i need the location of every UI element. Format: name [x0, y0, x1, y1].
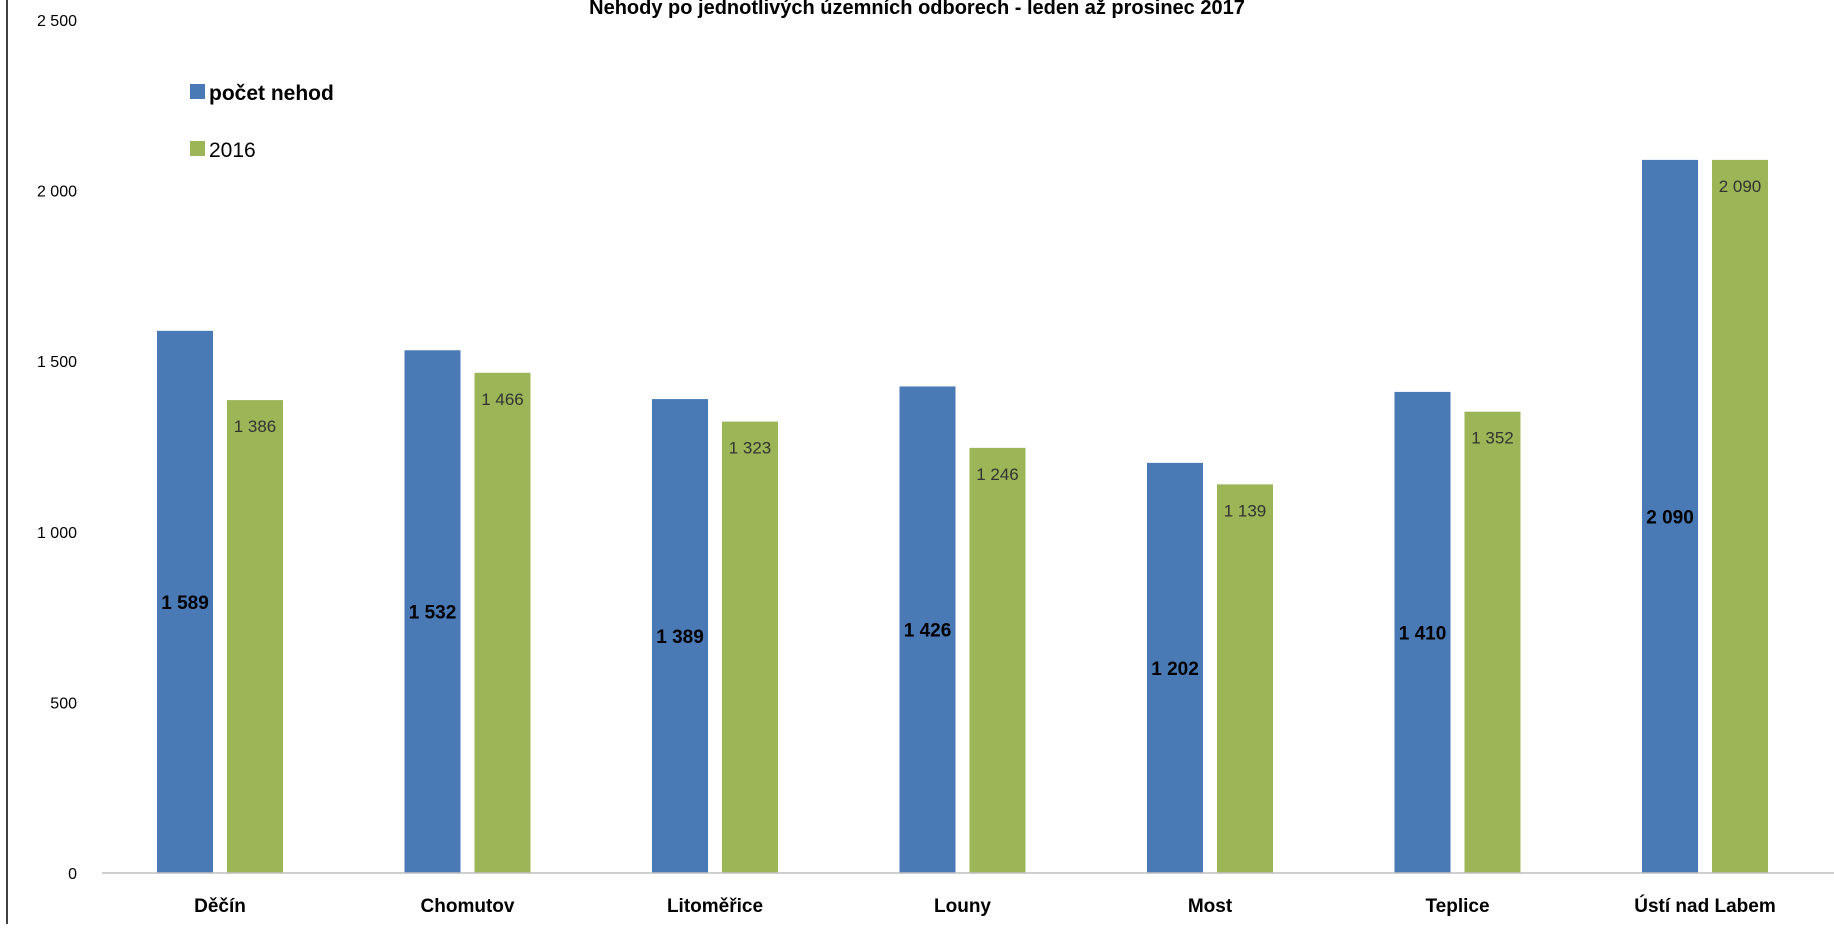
bars-group — [157, 159, 1768, 874]
bar-2016 — [1217, 484, 1273, 873]
bar-2016 — [722, 421, 778, 873]
data-label-2016: 2 090 — [1719, 177, 1762, 196]
data-label-2016: 1 352 — [1471, 429, 1514, 448]
legend-swatch-2016 — [190, 141, 205, 156]
y-tick-label: 2 500 — [37, 13, 77, 30]
chart-title: Nehody po jednotlivých územních odborech… — [589, 0, 1245, 19]
bar-pocet-nehod — [1147, 462, 1203, 873]
data-label-pocet-nehod: 1 202 — [1151, 659, 1199, 680]
data-label-2016: 1 386 — [234, 417, 277, 436]
legend-label-2016: 2016 — [209, 139, 256, 162]
bar-2016 — [1712, 159, 1768, 874]
bar-2016 — [227, 400, 283, 873]
data-label-2016: 1 139 — [1224, 501, 1267, 520]
data-label-2016: 1 323 — [729, 439, 772, 458]
legend: počet nehod 2016 — [190, 82, 334, 162]
bar-pocet-nehod — [157, 330, 213, 873]
y-tick-label: 0 — [68, 866, 77, 883]
category-label: Litoměřice — [667, 896, 763, 917]
data-label-2016: 1 246 — [976, 465, 1019, 484]
bar-pocet-nehod — [899, 386, 956, 873]
category-labels-group: Děčín Chomutov Litoměřice Louny Most Teplice Ú… — [194, 895, 1776, 917]
data-label-2016: 1 466 — [481, 390, 524, 409]
y-tick-label: 500 — [50, 695, 77, 712]
y-tick-label: 1 000 — [37, 525, 77, 542]
data-label-pocet-nehod: 1 589 — [161, 593, 209, 614]
bar-pocet-nehod — [652, 399, 708, 873]
category-label: Děčín — [194, 896, 246, 917]
category-label: Louny — [934, 896, 991, 917]
category-label: Most — [1188, 896, 1233, 917]
bar-pocet-nehod — [1394, 391, 1451, 873]
category-label: Teplice — [1425, 896, 1489, 917]
data-label-pocet-nehod: 1 426 — [904, 621, 952, 642]
data-label-pocet-nehod: 1 532 — [409, 603, 457, 624]
bar-pocet-nehod — [404, 350, 461, 873]
y-tick-label: 2 000 — [37, 184, 77, 201]
legend-label-pocet-nehod: počet nehod — [209, 82, 334, 105]
bar-2016 — [969, 447, 1026, 873]
category-label: Ústí nad Labem — [1634, 895, 1775, 917]
category-label: Chomutov — [421, 896, 515, 917]
data-labels-group: 1 589 1 386 1 532 1 466 1 389 1 323 1 426 1 246… — [161, 177, 1761, 680]
bar-2016 — [1464, 411, 1521, 873]
legend-swatch-pocet-nehod — [190, 84, 205, 99]
bar-2016 — [474, 372, 531, 873]
y-tick-label: 1 500 — [37, 354, 77, 371]
data-label-pocet-nehod: 1 410 — [1399, 623, 1447, 644]
data-label-pocet-nehod: 2 090 — [1646, 507, 1694, 528]
bar-pocet-nehod — [1642, 159, 1698, 874]
y-axis-ticks: 0 500 1 000 1 500 2 000 2 500 — [37, 13, 77, 883]
data-label-pocet-nehod: 1 389 — [656, 627, 704, 648]
